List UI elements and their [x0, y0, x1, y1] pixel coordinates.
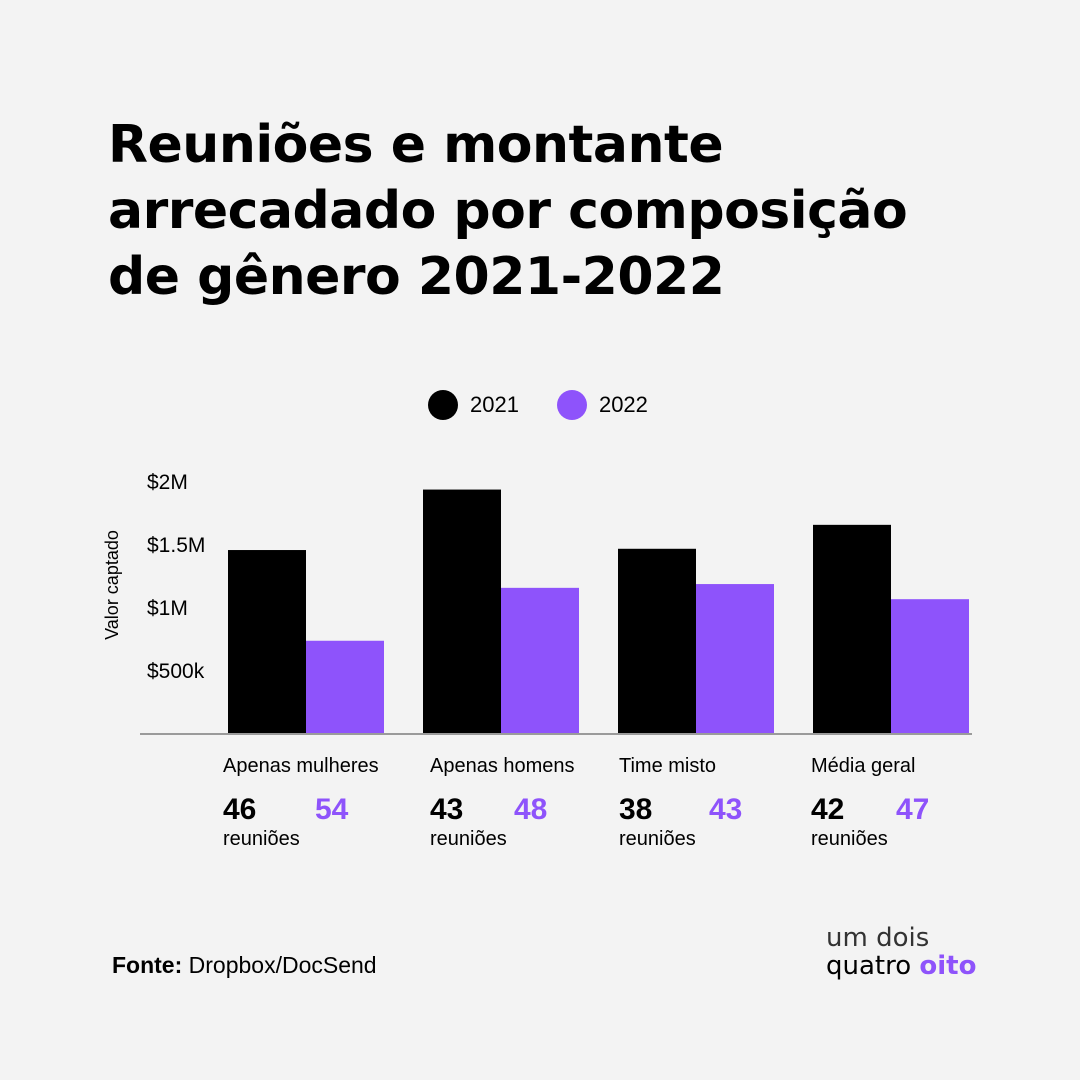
category-info: Apenas homens 43 48 reuniões: [430, 754, 630, 850]
category-label: Apenas mulheres: [223, 755, 379, 777]
legend-item-2021: 2021: [428, 390, 519, 420]
legend-item-2022: 2022: [556, 390, 648, 420]
y-axis-label: Valor captado: [102, 530, 122, 640]
meetings-unit: reuniões: [223, 828, 300, 850]
category-info: Apenas mulheres 46 54 reuniões: [223, 754, 423, 850]
title-line-2: arrecadado por composição: [108, 181, 908, 241]
meetings-2021: 38: [619, 793, 653, 826]
meetings-2021: 43: [430, 793, 464, 826]
meeting-counts: 46 54: [223, 790, 423, 830]
legend-swatch-2022: [556, 390, 587, 420]
meetings-2022: 54: [315, 793, 349, 826]
meetings-2022: 43: [709, 793, 743, 826]
bar-2022: [306, 640, 384, 734]
source-text: Dropbox/DocSend: [188, 952, 377, 978]
brand-line-2: quatro oito: [826, 952, 976, 980]
bar-2021: [423, 489, 501, 734]
meetings-2021: 42: [811, 793, 845, 826]
bar-2022: [501, 587, 579, 734]
meetings-2022: 48: [514, 793, 548, 826]
chart-title: Reuniões e montante arrecadado por compo…: [108, 112, 988, 310]
meetings-unit: reuniões: [430, 828, 507, 850]
source-note: Fonte: Dropbox/DocSend: [112, 952, 377, 979]
category-label: Apenas homens: [430, 755, 575, 777]
y-tick-label: $2M: [147, 471, 188, 494]
meetings-2022: 47: [896, 793, 930, 826]
y-tick-label: $1M: [147, 597, 188, 620]
bar-2021: [813, 524, 891, 734]
brand-word-quatro: quatro: [826, 951, 912, 981]
y-tick-label: $1.5M: [147, 534, 205, 557]
legend: 2021 2022: [428, 390, 686, 420]
bar-2022: [696, 584, 774, 734]
meetings-unit: reuniões: [811, 828, 888, 850]
meetings-unit: reuniões: [619, 828, 696, 850]
meeting-counts: 43 48: [430, 790, 630, 830]
category-label: Time misto: [619, 755, 717, 777]
bar-2021: [228, 550, 306, 734]
legend-label-2021: 2021: [470, 392, 519, 417]
y-tick-label: $500k: [147, 660, 205, 683]
bar-2021: [618, 548, 696, 734]
meeting-counts: 38 43: [619, 790, 819, 830]
meetings-2021: 46: [223, 793, 257, 826]
source-label: Fonte:: [112, 952, 183, 978]
legend-label-2022: 2022: [598, 392, 648, 417]
legend-swatch-2021: [428, 390, 458, 420]
brand-word-oito: oito: [919, 951, 977, 981]
bar-2022: [891, 599, 969, 734]
brand-line-1: um dois: [826, 923, 930, 953]
title-line-3: de gênero 2021-2022: [108, 247, 725, 307]
brand-logo: um dois quatro oito: [826, 924, 976, 980]
meeting-counts: 42 47: [811, 790, 1011, 830]
category-info: Média geral 42 47 reuniões: [811, 754, 1011, 850]
title-line-1: Reuniões e montante: [108, 115, 724, 175]
category-info: Time misto 38 43 reuniões: [619, 754, 819, 850]
category-label: Média geral: [811, 755, 916, 777]
